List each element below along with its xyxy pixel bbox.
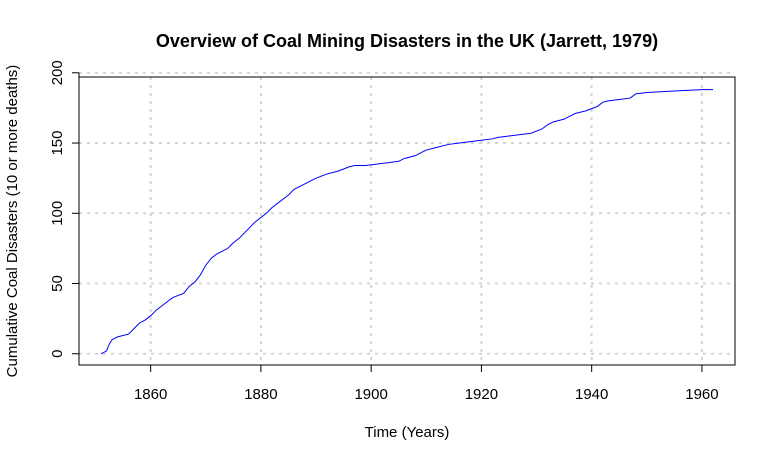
x-axis: 1860 1880 1900 1920 1940 1960 — [134, 364, 719, 403]
chart-title: Overview of Coal Mining Disasters in the… — [156, 31, 658, 51]
y-axis: 0 50 100 150 200 — [49, 60, 80, 358]
y-tick-label: 200 — [49, 60, 66, 85]
y-tick-label: 0 — [49, 350, 66, 358]
x-tick-label: 1960 — [685, 386, 718, 403]
x-tick-label: 1940 — [575, 386, 608, 403]
x-axis-label: Time (Years) — [365, 424, 450, 441]
grid — [79, 71, 735, 365]
y-tick-label: 50 — [49, 275, 66, 292]
y-axis-label: Cumulative Coal Disasters (10 or more de… — [4, 65, 21, 378]
x-tick-label: 1900 — [354, 386, 387, 403]
x-tick-label: 1860 — [134, 386, 167, 403]
plot-frame — [78, 76, 736, 366]
x-tick-label: 1920 — [465, 386, 498, 403]
series-line — [100, 89, 713, 355]
series-layer — [100, 89, 713, 355]
y-tick-label: 150 — [49, 131, 66, 156]
y-tick-label: 100 — [49, 201, 66, 226]
x-tick-label: 1880 — [244, 386, 277, 403]
